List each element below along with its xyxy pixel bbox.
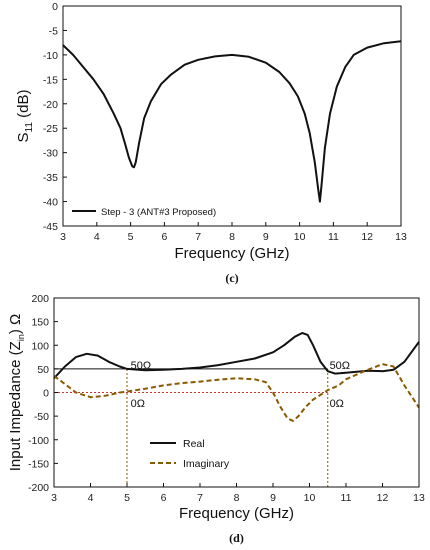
chart-c-x-ticks: 3 4 5 6 7 8 9 10 11 12 13 bbox=[60, 222, 407, 243]
chart-c-y-label-main: S bbox=[15, 132, 32, 142]
chart-c-y-tick-label: -30 bbox=[43, 148, 58, 160]
chart-d-x-tick-label: 3 bbox=[51, 492, 57, 504]
chart-d-series-imaginary-line bbox=[53, 363, 420, 422]
chart-d-series bbox=[53, 332, 420, 422]
chart-d-annotation: 50Ω bbox=[330, 360, 350, 372]
chart-d-x-tick-label: 10 bbox=[304, 492, 316, 504]
chart-c-x-axis-label: Frequency (GHz) bbox=[174, 245, 289, 262]
chart-d: 3 4 5 6 7 8 9 10 11 12 13 200 150 100 50 0 -50 -100 -150 -… bbox=[7, 293, 425, 545]
chart-d-y-axis-label: Input Impedance (Zin) Ω bbox=[7, 314, 26, 471]
chart-c-plot-frame bbox=[62, 5, 402, 227]
chart-c-x-tick-label: 9 bbox=[263, 231, 269, 243]
chart-c-series bbox=[62, 40, 402, 203]
chart-c-legend: Step - 3 (ANT#3 Proposed) bbox=[72, 207, 216, 218]
chart-d-y-label-main: Input Impedance (Z bbox=[7, 341, 24, 471]
chart-c-y-tick-label: -10 bbox=[43, 50, 58, 62]
chart-d-x-axis-label: Frequency (GHz) bbox=[179, 505, 294, 522]
chart-c-y-tick-label: 0 bbox=[52, 1, 58, 13]
chart-c-x-tick-label: 5 bbox=[128, 231, 134, 243]
chart-c-x-tick-label: 13 bbox=[395, 231, 407, 243]
chart-c-y-tick-label: -15 bbox=[43, 74, 58, 86]
chart-c-y-label-rest: (dB) bbox=[15, 90, 32, 123]
chart-d-y-tick-label: -200 bbox=[28, 482, 49, 494]
chart-c-y-ticks: 0 -5 -10 -15 -20 -25 -30 -35 -40 -45 bbox=[43, 1, 67, 233]
chart-c-x-tick-label: 6 bbox=[161, 231, 167, 243]
chart-d-y-tick-label: -150 bbox=[28, 458, 49, 470]
chart-c-x-tick-label: 4 bbox=[94, 231, 100, 243]
chart-d-y-tick-label: 0 bbox=[43, 388, 49, 400]
chart-c-x-tick-label: 3 bbox=[60, 231, 66, 243]
chart-d-legend: Real Imaginary bbox=[150, 438, 230, 470]
chart-d-x-tick-label: 4 bbox=[88, 492, 94, 504]
chart-d-legend-label-real: Real bbox=[183, 438, 205, 450]
chart-d-x-tick-label: 7 bbox=[197, 492, 203, 504]
chart-c-legend-label: Step - 3 (ANT#3 Proposed) bbox=[101, 207, 216, 218]
chart-d-y-label-sub: in bbox=[16, 334, 26, 341]
chart-d-x-tick-label: 12 bbox=[377, 492, 389, 504]
chart-c-y-tick-label: -35 bbox=[43, 172, 58, 184]
chart-c-y-tick-label: -40 bbox=[43, 197, 58, 209]
chart-d-plot-frame bbox=[53, 297, 420, 488]
chart-d-annotation: 0Ω bbox=[330, 398, 344, 410]
chart-d-y-label-rest: ) Ω bbox=[7, 314, 24, 334]
chart-d-y-tick-label: 50 bbox=[37, 364, 49, 376]
chart-d-x-tick-label: 6 bbox=[161, 492, 167, 504]
chart-d-y-ticks: 200 150 100 50 0 -50 -100 -150 -200 bbox=[28, 293, 58, 494]
chart-d-annotation: 0Ω bbox=[131, 398, 145, 410]
chart-c-y-axis-label: S11 (dB) bbox=[15, 90, 35, 143]
chart-d-y-tick-label: -100 bbox=[28, 435, 49, 447]
chart-c-x-tick-label: 11 bbox=[328, 231, 339, 243]
chart-d-x-tick-label: 13 bbox=[413, 492, 425, 504]
chart-d-y-tick-label: 100 bbox=[31, 340, 49, 352]
chart-d-series-real-line bbox=[53, 332, 420, 379]
chart-c-x-tick-label: 10 bbox=[294, 231, 306, 243]
chart-d-legend-label-imaginary: Imaginary bbox=[183, 458, 230, 470]
chart-d-y-tick-label: 150 bbox=[31, 317, 49, 329]
chart-d-caption: (d) bbox=[229, 531, 244, 545]
chart-d-y-tick-label: -50 bbox=[34, 411, 49, 423]
chart-d-x-tick-label: 9 bbox=[270, 492, 276, 504]
chart-c-x-tick-label: 7 bbox=[195, 231, 201, 243]
chart-d-annotations: 50Ω 0Ω 50Ω 0Ω bbox=[131, 360, 350, 410]
chart-c-y-label-sub: 11 bbox=[24, 122, 35, 133]
chart-d-x-tick-label: 5 bbox=[124, 492, 130, 504]
chart-c-series-line bbox=[62, 40, 402, 203]
chart-d-annotation: 50Ω bbox=[131, 360, 151, 372]
chart-c-caption: (c) bbox=[225, 271, 238, 285]
chart-c-x-tick-label: 8 bbox=[229, 231, 235, 243]
chart-c-x-tick-label: 12 bbox=[361, 231, 373, 243]
chart-c-y-tick-label: -25 bbox=[43, 123, 58, 135]
chart-c: 3 4 5 6 7 8 9 10 11 12 13 0 -5 -10 -15 -20 -25 -30 -35 -40… bbox=[15, 1, 407, 285]
chart-d-x-tick-label: 8 bbox=[234, 492, 240, 504]
chart-d-x-ticks: 3 4 5 6 7 8 9 10 11 12 13 bbox=[51, 483, 425, 504]
chart-c-y-tick-label: -20 bbox=[43, 99, 58, 111]
chart-c-y-tick-label: -5 bbox=[49, 25, 58, 37]
chart-c-y-tick-label: -45 bbox=[43, 221, 58, 233]
chart-d-x-tick-label: 11 bbox=[341, 492, 352, 504]
chart-d-y-tick-label: 200 bbox=[31, 293, 49, 305]
